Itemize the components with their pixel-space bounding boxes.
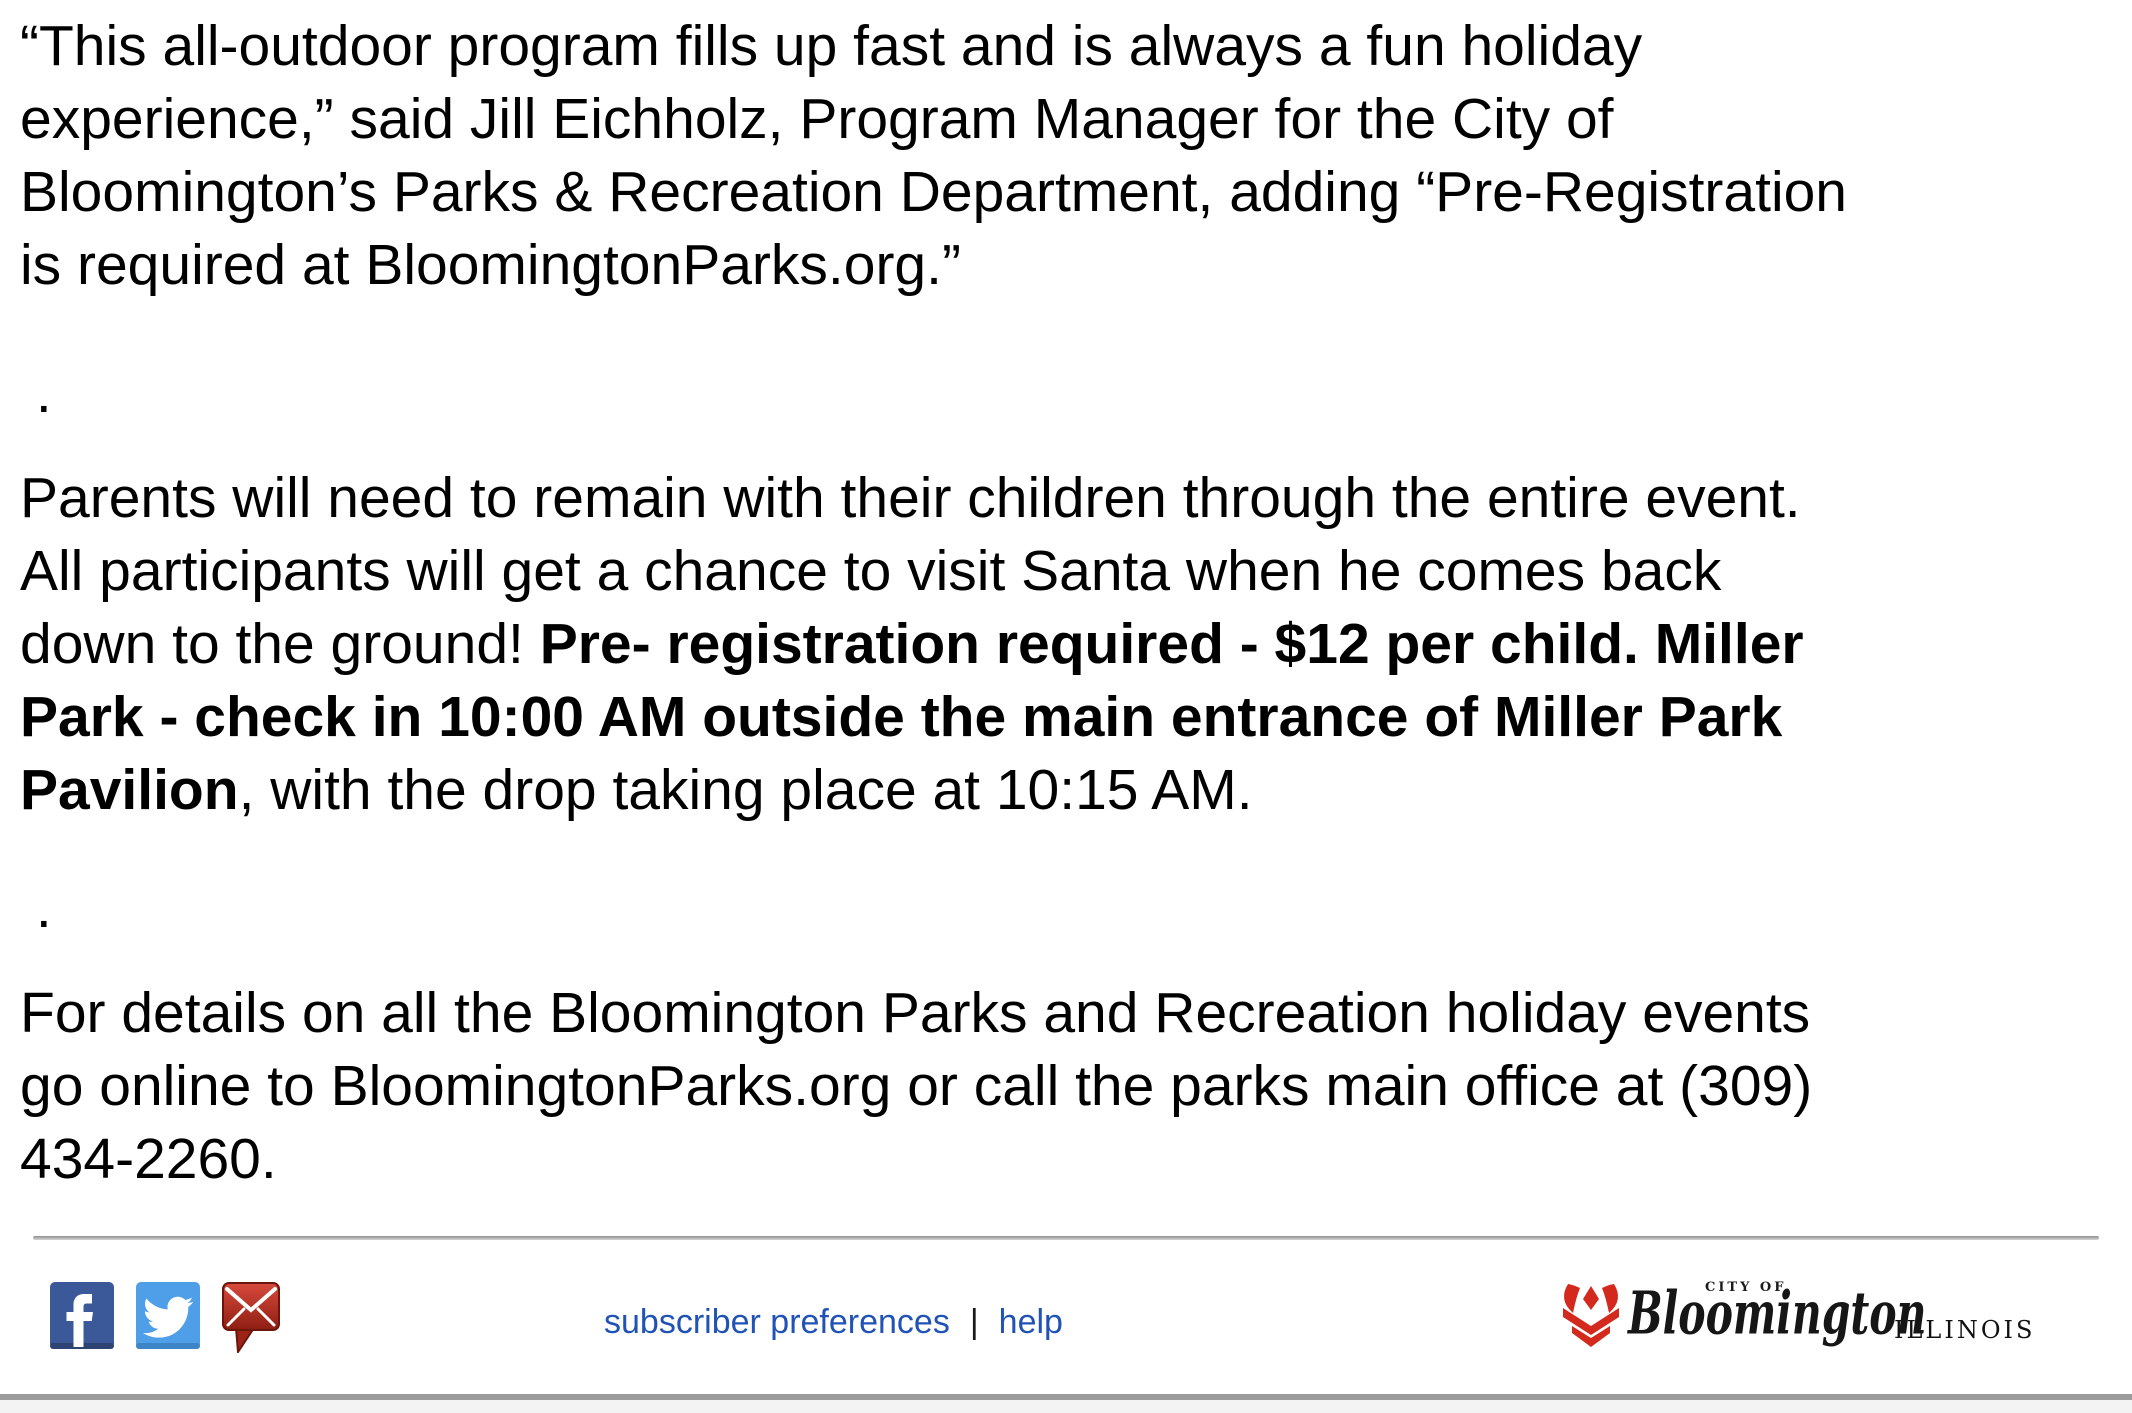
text-line: . <box>20 357 52 430</box>
bold-text-segment: Park - check in 10:00 AM outside the mai… <box>20 685 1783 749</box>
paragraph: For details on all the Bloomington Parks… <box>20 977 1812 1196</box>
text-line: Parents will need to remain with their c… <box>20 462 1804 535</box>
text-line: All participants will get a chance to vi… <box>20 535 1804 608</box>
footer-divider <box>33 1236 2099 1240</box>
text-segment: For details on all the Bloomington Parks… <box>20 981 1811 1045</box>
text-line: . <box>20 872 52 945</box>
text-segment: “This all-outdoor program fills up fast … <box>20 14 1643 78</box>
footer-links: subscriber preferences | help <box>604 1302 1063 1342</box>
text-line: go online to BloomingtonParks.org or cal… <box>20 1050 1812 1123</box>
text-segment: down to the ground! <box>20 612 540 676</box>
paragraph: . <box>20 357 52 430</box>
facebook-icon <box>50 1282 114 1349</box>
text-segment: go online to BloomingtonParks.org or cal… <box>20 1054 1813 1118</box>
paragraph: . <box>20 872 52 945</box>
text-line: is required at BloomingtonParks.org.” <box>20 229 1847 302</box>
text-segment: . <box>20 361 52 425</box>
text-segment: . <box>20 876 52 940</box>
email-share-button[interactable] <box>222 1282 286 1353</box>
bottom-gutter <box>0 1400 2132 1413</box>
text-segment: Parents will need to remain with their c… <box>20 466 1801 530</box>
paragraph: “This all-outdoor program fills up fast … <box>20 10 1847 302</box>
text-segment: 434-2260. <box>20 1127 277 1191</box>
paragraph: Parents will need to remain with their c… <box>20 462 1804 827</box>
text-line: 434-2260. <box>20 1123 1812 1196</box>
text-line: down to the ground! Pre- registration re… <box>20 608 1804 681</box>
text-segment: All participants will get a chance to vi… <box>20 539 1722 603</box>
twitter-share-button[interactable] <box>136 1282 200 1353</box>
bottom-border-bar <box>0 1394 2132 1400</box>
subscriber-preferences-link[interactable]: subscriber preferences <box>604 1303 950 1341</box>
logo-bloomington-text: Bloomington <box>1628 1278 1927 1348</box>
social-share-bar <box>50 1282 286 1353</box>
text-line: “This all-outdoor program fills up fast … <box>20 10 1847 83</box>
text-segment: is required at BloomingtonParks.org.” <box>20 233 961 297</box>
text-line: For details on all the Bloomington Parks… <box>20 977 1812 1050</box>
facebook-share-button[interactable] <box>50 1282 114 1353</box>
text-line: Bloomington’s Parks & Recreation Departm… <box>20 156 1847 229</box>
email-icon <box>222 1282 280 1353</box>
bold-text-segment: Pavilion <box>20 758 239 822</box>
twitter-icon <box>136 1282 200 1349</box>
text-segment: experience,” said Jill Eichholz, Program… <box>20 87 1614 151</box>
bold-text-segment: Pre- registration required - $12 per chi… <box>539 612 1804 676</box>
link-separator: | <box>969 1303 979 1341</box>
text-line: Pavilion, with the drop taking place at … <box>20 754 1804 827</box>
text-segment: Bloomington’s Parks & Recreation Departm… <box>20 160 1848 224</box>
text-line: Park - check in 10:00 AM outside the mai… <box>20 681 1804 754</box>
logo-illinois-text: ILLINOIS <box>1894 1316 2036 1344</box>
help-link[interactable]: help <box>998 1303 1063 1341</box>
bloom-flower-icon <box>1563 1284 1619 1347</box>
logo-city-of-text: CITY OF <box>1705 1280 1787 1295</box>
bloomington-logo[interactable]: CITY OF Bloomington ILLINOIS <box>1552 1264 2132 1379</box>
text-segment: , with the drop taking place at 10:15 AM… <box>238 758 1253 822</box>
text-line: experience,” said Jill Eichholz, Program… <box>20 83 1847 156</box>
